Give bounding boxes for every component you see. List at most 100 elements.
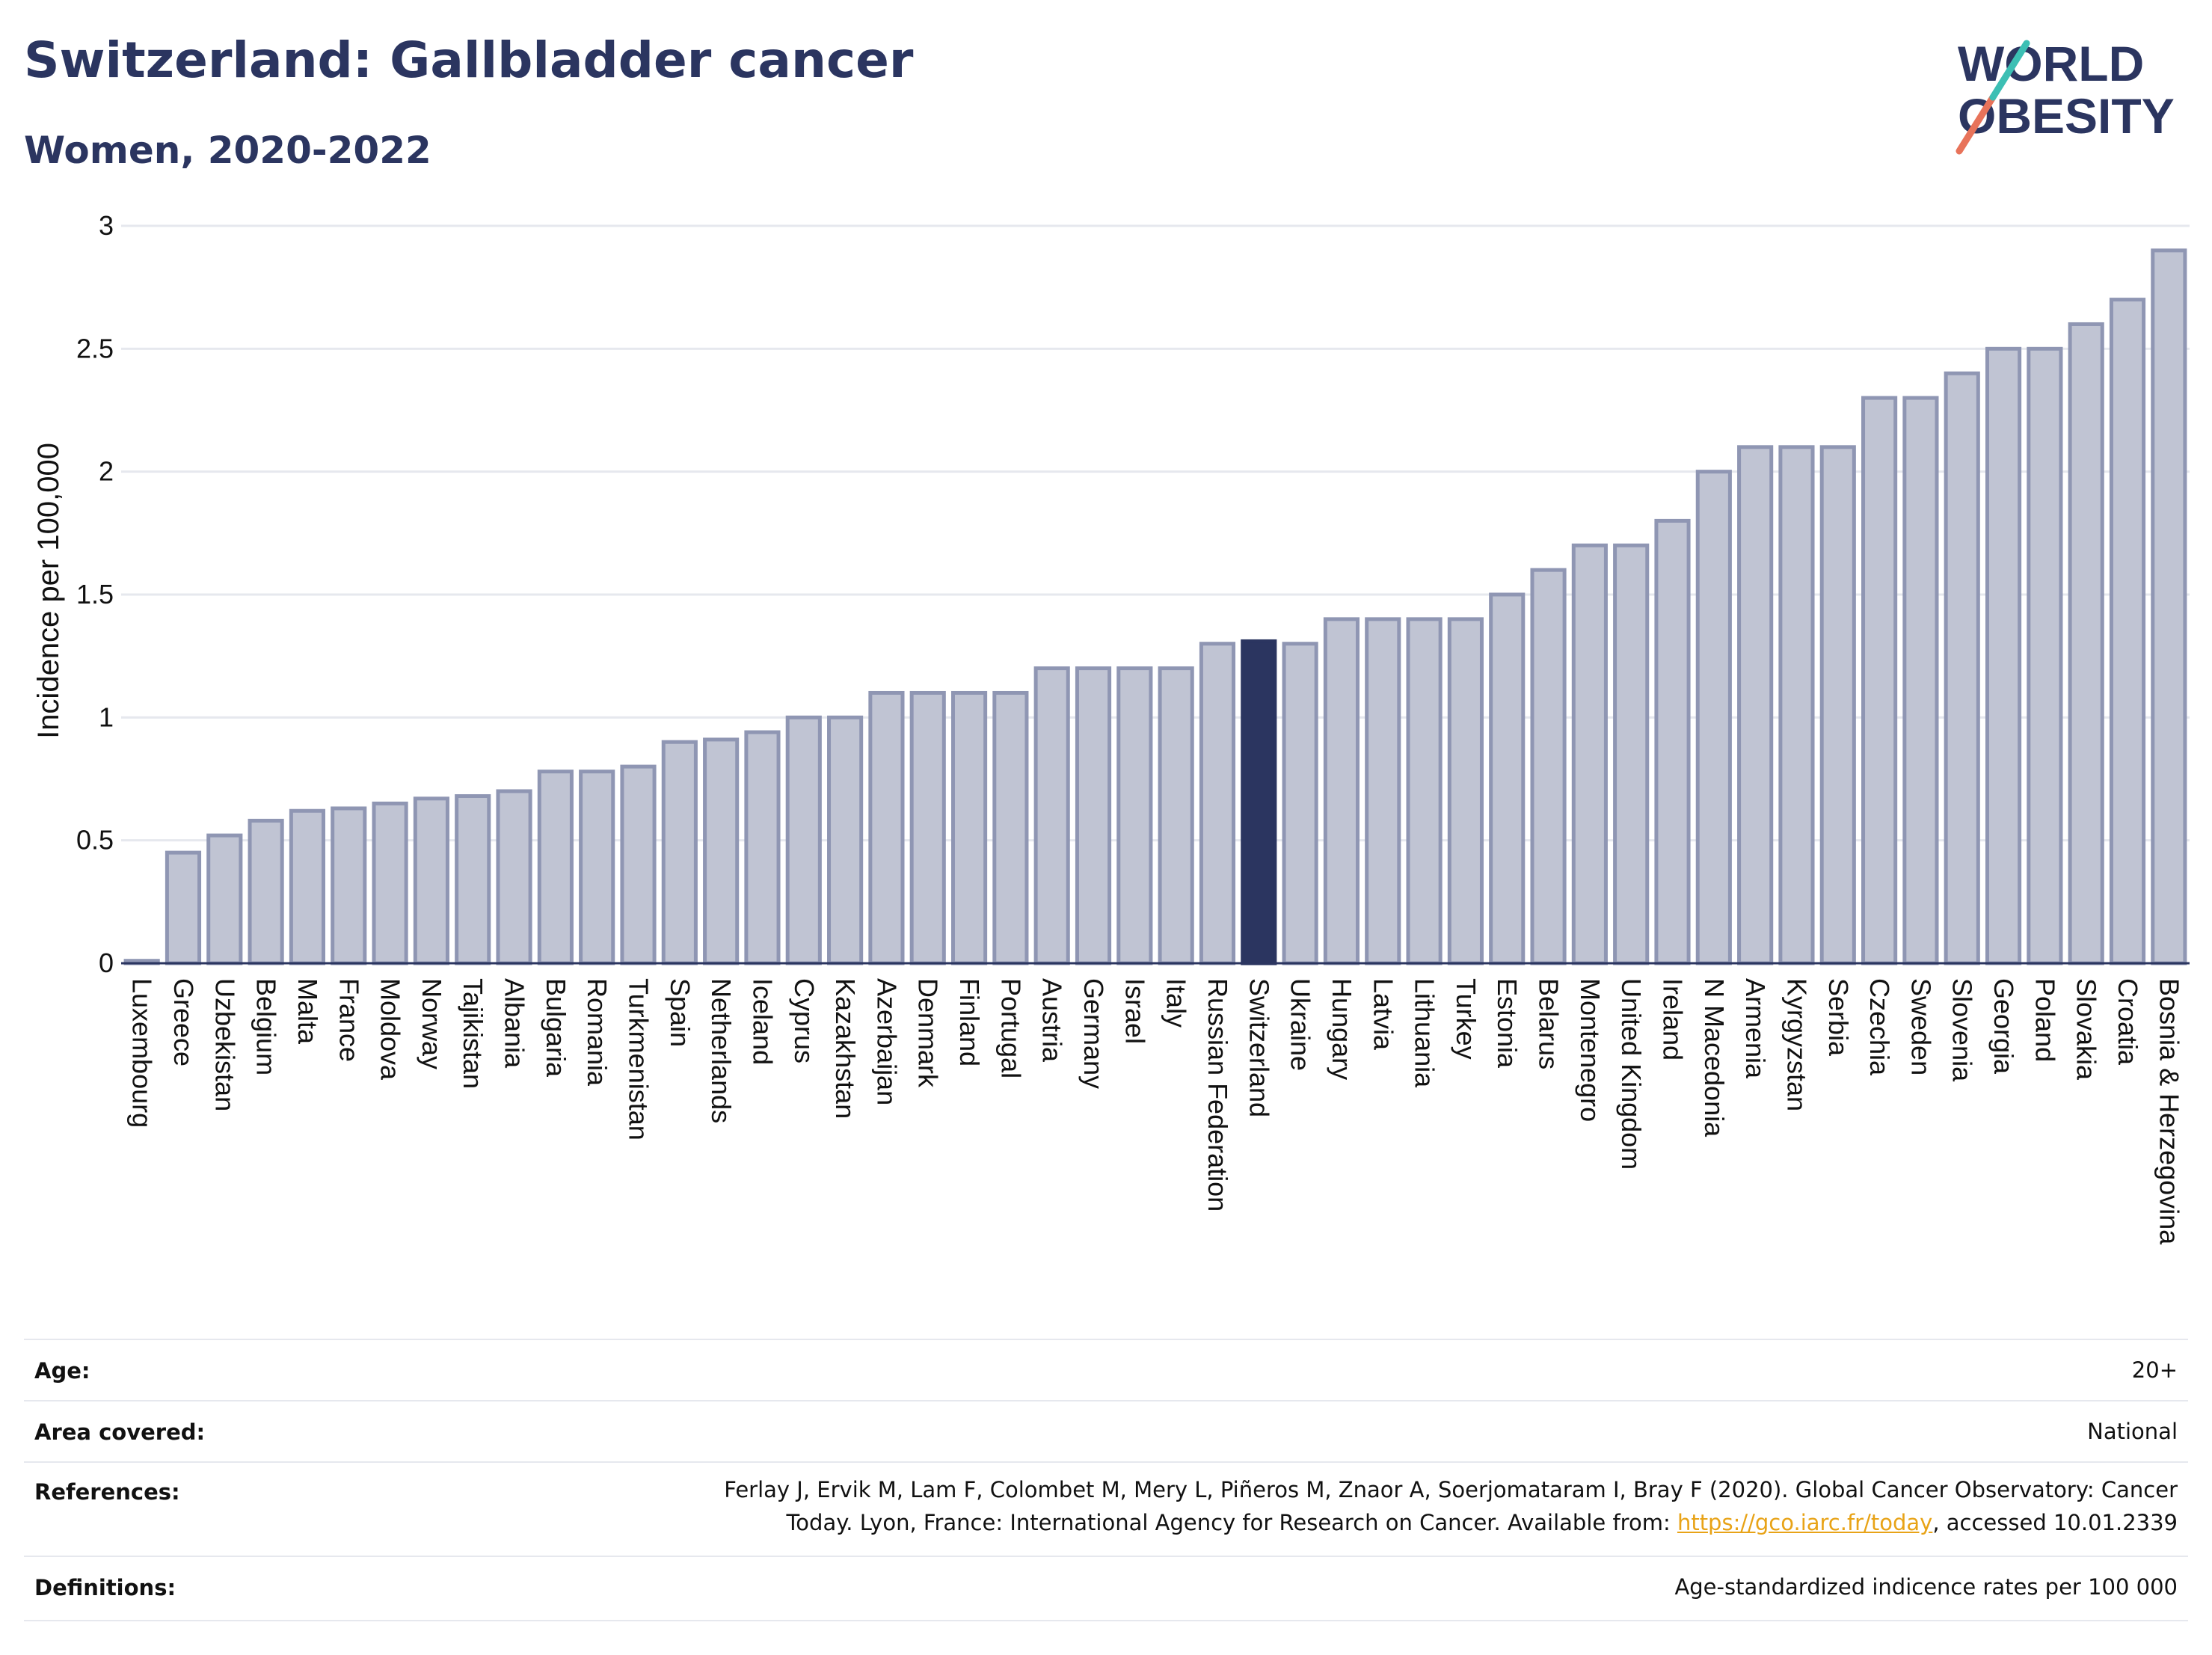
x-tick-label: Serbia [1823,978,1854,1057]
info-row-area: Area covered: National [24,1400,2188,1463]
bar-italy [1158,666,1194,965]
x-tick-label: Israel [1119,978,1150,1044]
x-tick-label: Slovenia [1947,978,1978,1082]
x-tick-label: Hungary [1327,978,1357,1080]
x-tick-label: Italy [1161,978,1192,1028]
y-tick-label: 1 [99,701,114,732]
references-line2-pre: Today. Lyon, France: International Agenc… [786,1510,1677,1535]
bar-lithuania [1406,617,1443,965]
bar-czechia [1861,396,1898,965]
x-tick-label: Albania [500,978,530,1069]
bar-spain [661,740,698,965]
x-tick-label: Kazakhstan [830,978,861,1119]
x-tick-label: Belgium [251,978,282,1075]
world-obesity-logo: WORLD OBESITY [1956,36,2175,155]
logo-text-line1: WORLD [1958,36,2144,91]
bar-moldova [372,801,408,965]
bar-austria [1033,666,1070,965]
x-tick-label: Russian Federation [1202,978,1233,1212]
references-value: Ferlay J, Ervik M, Lam F, Colombet M, Me… [724,1473,2178,1539]
x-tick-label: Norway [417,978,447,1069]
bar-greece [165,850,202,965]
page-title: Switzerland: Gallbladder cancer [24,31,914,89]
x-tick-label: Greece [168,978,199,1066]
references-line1: Ferlay J, Ervik M, Lam F, Colombet M, Me… [724,1477,2178,1502]
bar-n-macedonia [1695,470,1732,965]
bar-malta [289,808,326,965]
bar-denmark [909,690,946,965]
x-tick-label: Moldova [375,978,406,1081]
bar-turkmenistan [620,764,657,965]
bar-estonia [1489,592,1526,965]
x-tick-label: Lithuania [1410,978,1440,1088]
bar-croatia [2109,298,2146,965]
x-tick-label: Tajikistan [458,978,488,1089]
bar-germany [1075,666,1112,965]
x-tick-label: Ukraine [1285,978,1316,1071]
definitions-label: Definitions: [34,1575,176,1600]
bar-ukraine [1282,642,1318,965]
x-tick-label: Kyrgyzstan [1781,978,1812,1111]
bar-serbia [1819,445,1856,965]
bar-slovenia [1944,371,1980,965]
age-value: 20+ [2131,1357,2178,1383]
bar-united-kingdom [1613,543,1650,965]
bar-bosnia-herzegovina [2151,248,2187,965]
bar-slovakia [2068,322,2104,965]
x-tick-label: Austria [1037,978,1068,1063]
x-tick-label: Bulgaria [541,978,571,1078]
bar-finland [950,690,988,965]
x-tick-label: Uzbekistan [209,978,240,1111]
area-label: Area covered: [34,1419,206,1445]
x-tick-label: Spain [665,978,695,1047]
x-tick-label: Switzerland [1244,978,1274,1117]
x-tick-label: Turkmenistan [624,978,654,1140]
bar-poland [2027,346,2063,965]
bar-norway [413,796,449,965]
x-tick-label: Malta [292,978,323,1045]
references-link[interactable]: https://gco.iarc.fr/today [1677,1510,1933,1535]
x-tick-label: Georgia [1988,978,2019,1075]
x-tick-label: Luxembourg [127,978,158,1128]
x-tick-label: Estonia [1492,978,1523,1069]
bar-turkey [1447,617,1484,965]
bar-netherlands [703,737,740,965]
bar-israel [1116,666,1153,965]
chart-bars [123,248,2187,965]
x-tick-label: France [334,978,364,1062]
bar-chart: 0 0.5 1 1.5 2 2.5 3 Luxembourg Greece Uzbekistan… [32,210,2190,1245]
x-tick-label: Denmark [913,978,944,1088]
bar-georgia [1985,346,2022,965]
bar-iceland [744,730,781,965]
definitions-value: Age-standardized indicence rates per 100… [1674,1574,2178,1600]
bar-montenegro [1571,543,1608,965]
bar-albania [496,789,532,965]
bar-belgium [248,818,284,965]
x-tick-label: Montenegro [1575,978,1606,1122]
info-row-age: Age: 20+ [24,1339,2188,1401]
logo-slash-red [1956,93,1997,155]
y-tick-label: 2 [99,456,114,487]
x-tick-label: Latvia [1368,978,1398,1051]
bar-azerbaijan [868,690,905,965]
bar-uzbekistan [206,833,243,965]
bar-ireland [1654,518,1691,965]
bar-hungary [1323,617,1360,965]
bar-kazakhstan [827,715,864,965]
references-label: References: [34,1479,180,1505]
bar-tajikistan [455,794,491,965]
x-tick-label: Portugal [995,978,1026,1078]
x-tick-label: Czechia [1864,978,1895,1076]
x-tick-label: Ireland [1658,978,1689,1060]
x-tick-label: Slovakia [2071,978,2102,1081]
bar-belarus [1530,568,1567,965]
x-tick-label: Azerbaijan [871,978,902,1105]
y-axis-ticks: 0 0.5 1 1.5 2 2.5 3 [76,210,114,978]
info-table: Age: 20+ Area covered: National Referenc… [24,1339,2188,1638]
x-tick-label: Iceland [747,978,778,1065]
x-tick-label: Bosnia & Herzegovina [2154,978,2184,1245]
info-row-definitions: Definitions: Age-standardized indicence … [24,1556,2188,1621]
area-value: National [2087,1419,2178,1444]
bar-armenia [1737,445,1774,965]
bar-romania [579,770,615,965]
